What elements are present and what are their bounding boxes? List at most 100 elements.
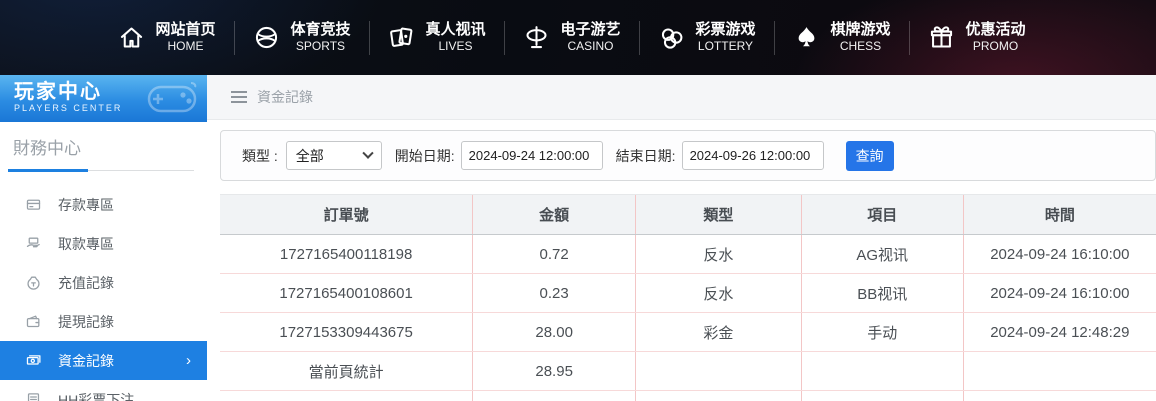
sidebar-item-label: 充值記錄 <box>58 274 114 291</box>
table-cell: 0.72 <box>472 234 636 274</box>
recharge-record-icon <box>25 274 42 291</box>
table-header-cell: 時間 <box>962 194 1156 235</box>
playing-cards-icon <box>388 24 415 51</box>
table-row-empty <box>220 390 1156 401</box>
hamburger-menu-icon[interactable] <box>231 91 247 103</box>
sidebar-item-充值記錄[interactable]: 充值記錄 <box>0 263 207 302</box>
top-navigation-items: 网站首页 HOME 体育竞技 SPORTS 真人视讯 LIVES 电子游艺 CASINO 彩票游… <box>100 0 1044 75</box>
nav-divider <box>639 20 640 55</box>
sidebar-item-取款專區[interactable]: 取款專區 <box>0 224 207 263</box>
sidebar-item-label: 存款專區 <box>58 196 114 213</box>
roulette-icon <box>523 24 550 51</box>
table-cell: 反水 <box>635 234 802 274</box>
nav-label-en: SPORTS <box>295 39 346 54</box>
table-cell: 0.23 <box>472 273 636 313</box>
type-select-value: 全部 <box>295 147 324 164</box>
lottery-balls-icon <box>658 24 685 51</box>
nav-divider <box>909 20 910 55</box>
sidebar-item-存款專區[interactable]: 存款專區 <box>0 185 207 224</box>
nav-item-chess[interactable]: 棋牌游戏 CHESS <box>775 0 909 75</box>
main-content: 資金記錄 類型 : 全部 開始日期: 結束日期: 查詢 訂單號金額類型項目時間 … <box>207 75 1156 401</box>
table-cell: 反水 <box>635 273 802 313</box>
table-header-cell: 金額 <box>472 194 636 235</box>
table-cell: 28.95 <box>472 351 636 391</box>
table-cell: 28.00 <box>472 312 636 352</box>
lottery-bet-icon <box>25 391 42 401</box>
nav-divider <box>774 20 775 55</box>
sidebar-item-資金記錄[interactable]: 資金記錄 › <box>0 341 207 380</box>
nav-divider <box>504 20 505 55</box>
table-header-cell: 類型 <box>635 194 802 235</box>
nav-item-promo[interactable]: 优惠活动 PROMO <box>910 0 1044 75</box>
table-header-cell: 訂單號 <box>220 194 473 235</box>
sidebar-item-提現記錄[interactable]: 提現記錄 <box>0 302 207 341</box>
sidebar-menu: 存款專區取款專區充值記錄提現記錄資金記錄 › HH彩票下注 <box>0 185 207 401</box>
nav-item-casino[interactable]: 电子游艺 CASINO <box>505 0 639 75</box>
gamepad-icon <box>143 79 201 122</box>
sidebar-header: 玩家中心 PLAYERS CENTER <box>0 75 207 122</box>
table-row: 當前頁統計 28.95 <box>220 351 1156 391</box>
start-date-label: 開始日期: <box>394 147 455 164</box>
page-title: 資金記錄 <box>257 89 313 105</box>
nav-label-en: LIVES <box>438 39 473 54</box>
nav-label-en: LOTTERY <box>697 39 754 54</box>
start-date-input[interactable] <box>460 141 603 170</box>
nav-label-zh: 彩票游戏 <box>695 20 756 38</box>
sidebar-item-HH彩票下注[interactable]: HH彩票下注 <box>0 380 207 401</box>
table-row: 1727165400108601 0.23 反水 BB视讯 2024-09-24 16:… <box>220 273 1156 313</box>
funds-record-icon <box>25 352 42 369</box>
withdraw-icon <box>25 235 42 252</box>
table-cell: 1727153309443675 <box>220 312 473 352</box>
sidebar-item-label: 取款專區 <box>58 235 114 252</box>
search-button[interactable]: 查詢 <box>845 140 894 171</box>
end-date-label: 結束日期: <box>615 147 676 164</box>
nav-divider <box>234 20 235 55</box>
end-date-input[interactable] <box>681 141 824 170</box>
nav-label-en: CHESS <box>839 39 882 54</box>
sidebar-item-label: 提現記錄 <box>58 313 114 330</box>
table-cell <box>220 390 473 401</box>
funds-record-table: 訂單號 金額 類型 項目 時間 1727165400118198 0.72 反水 AG视讯 20… <box>220 194 1156 401</box>
chevron-down-icon <box>362 147 374 159</box>
table-cell: 彩金 <box>635 312 802 352</box>
sidebar-section-underline <box>8 168 194 172</box>
table-cell: AG视讯 <box>800 234 964 274</box>
sidebar-item-label: HH彩票下注 <box>58 391 135 401</box>
table-cell: BB视讯 <box>800 273 964 313</box>
spade-icon <box>793 24 820 51</box>
filter-bar: 類型 : 全部 開始日期: 結束日期: 查詢 <box>220 130 1156 181</box>
table-cell: 2024-09-24 16:10:00 <box>962 273 1156 313</box>
nav-item-sports[interactable]: 体育竞技 SPORTS <box>235 0 369 75</box>
nav-item-lottery[interactable]: 彩票游戏 LOTTERY <box>640 0 774 75</box>
table-row: 1727165400118198 0.72 反水 AG视讯 2024-09-24 16:… <box>220 234 1156 274</box>
table-cell: 2024-09-24 16:10:00 <box>962 234 1156 274</box>
table-cell <box>635 390 802 401</box>
nav-label-en: PROMO <box>972 39 1019 54</box>
nav-label-zh: 真人视讯 <box>425 20 486 38</box>
table-cell <box>635 351 802 391</box>
table-cell: 手动 <box>800 312 964 352</box>
table-cell <box>800 351 964 391</box>
breadcrumb: 資金記錄 <box>207 75 1156 120</box>
table-cell: 2024-09-24 12:48:29 <box>962 312 1156 352</box>
type-select[interactable]: 全部 <box>285 141 382 170</box>
sidebar-subtitle: PLAYERS CENTER <box>14 103 123 113</box>
nav-divider <box>369 20 370 55</box>
top-navigation: 网站首页 HOME 体育竞技 SPORTS 真人视讯 LIVES 电子游艺 CASINO 彩票游… <box>0 0 1156 75</box>
table-header-cell: 項目 <box>800 194 964 235</box>
sports-ball-icon <box>253 24 280 51</box>
table-row: 1727153309443675 28.00 彩金 手动 2024-09-24 12:4… <box>220 312 1156 352</box>
table-cell <box>472 390 636 401</box>
table-cell <box>800 390 964 401</box>
nav-label-zh: 网站首页 <box>155 20 216 38</box>
nav-label-zh: 体育竞技 <box>290 20 351 38</box>
table-cell: 當前頁統計 <box>220 351 473 391</box>
nav-item-home[interactable]: 网站首页 HOME <box>100 0 234 75</box>
nav-label-zh: 电子游艺 <box>560 20 621 38</box>
table-cell: 1727165400118198 <box>220 234 473 274</box>
nav-item-lives[interactable]: 真人视讯 LIVES <box>370 0 504 75</box>
home-icon <box>118 24 145 51</box>
table-cell: 1727165400108601 <box>220 273 473 313</box>
table-cell <box>962 390 1156 401</box>
